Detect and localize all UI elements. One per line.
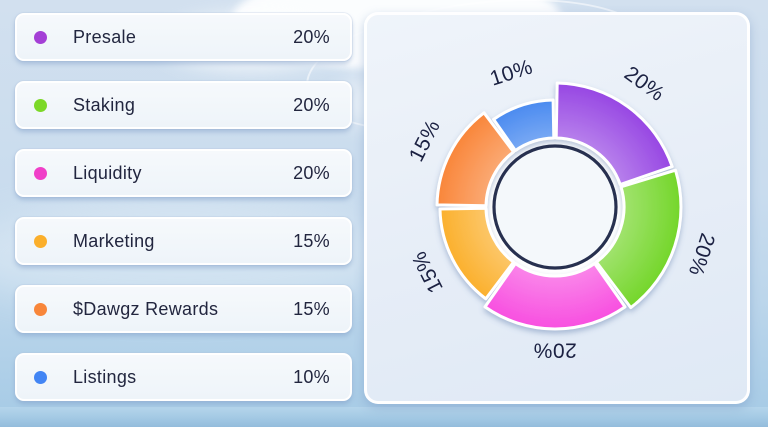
slice-percent-label: 20% — [684, 230, 719, 279]
slice-percent-label: 15% — [408, 247, 448, 296]
legend-value: 15% — [293, 298, 330, 319]
legend-row-staking: Staking 20% — [15, 81, 352, 129]
chart-panel: 20% 20% 20% 15% 15% 10% — [364, 12, 750, 404]
legend-label: Listings — [73, 366, 137, 387]
slice-percent-label: 10% — [487, 55, 536, 90]
legend-label: $Dawgz Rewards — [73, 298, 219, 319]
slice-percent-label: 20% — [620, 62, 669, 106]
tokenomics-legend: Presale 20% Staking 20% Liquidity 20% Marketin… — [15, 13, 352, 421]
donut-slice-marketing — [438, 206, 515, 301]
legend-value: 20% — [293, 26, 330, 47]
legend-label: Marketing — [73, 230, 155, 251]
legend-label: Staking — [73, 94, 136, 115]
donut-slice-staking — [595, 168, 683, 310]
legend-color-dot — [34, 30, 47, 44]
legend-row-marketing: Marketing 15% — [15, 217, 352, 265]
legend-value: 20% — [293, 94, 330, 115]
legend-label: Liquidity — [73, 162, 142, 183]
legend-color-dot — [34, 98, 47, 112]
legend-row-presale: Presale 20% — [15, 13, 352, 61]
legend-value: 10% — [293, 366, 330, 387]
tokenomics-donut-chart: 20% 20% 20% 15% 15% 10% — [405, 55, 719, 361]
legend-color-dot — [34, 370, 47, 384]
legend-label: Presale — [73, 26, 137, 47]
legend-row-listings: Listings 10% — [15, 353, 352, 401]
legend-value: 20% — [293, 162, 330, 183]
slice-percent-label: 20% — [533, 338, 577, 361]
legend-color-dot — [34, 166, 47, 180]
legend-row-dawgz-rewards: $Dawgz Rewards 15% — [15, 285, 352, 333]
slice-percent-label: 15% — [405, 116, 445, 165]
legend-row-liquidity: Liquidity 20% — [15, 149, 352, 197]
donut-slice-liquidity — [483, 262, 627, 331]
donut-center-circle — [492, 144, 618, 270]
legend-value: 15% — [293, 230, 330, 251]
legend-color-dot — [34, 234, 47, 248]
legend-color-dot — [34, 302, 47, 316]
